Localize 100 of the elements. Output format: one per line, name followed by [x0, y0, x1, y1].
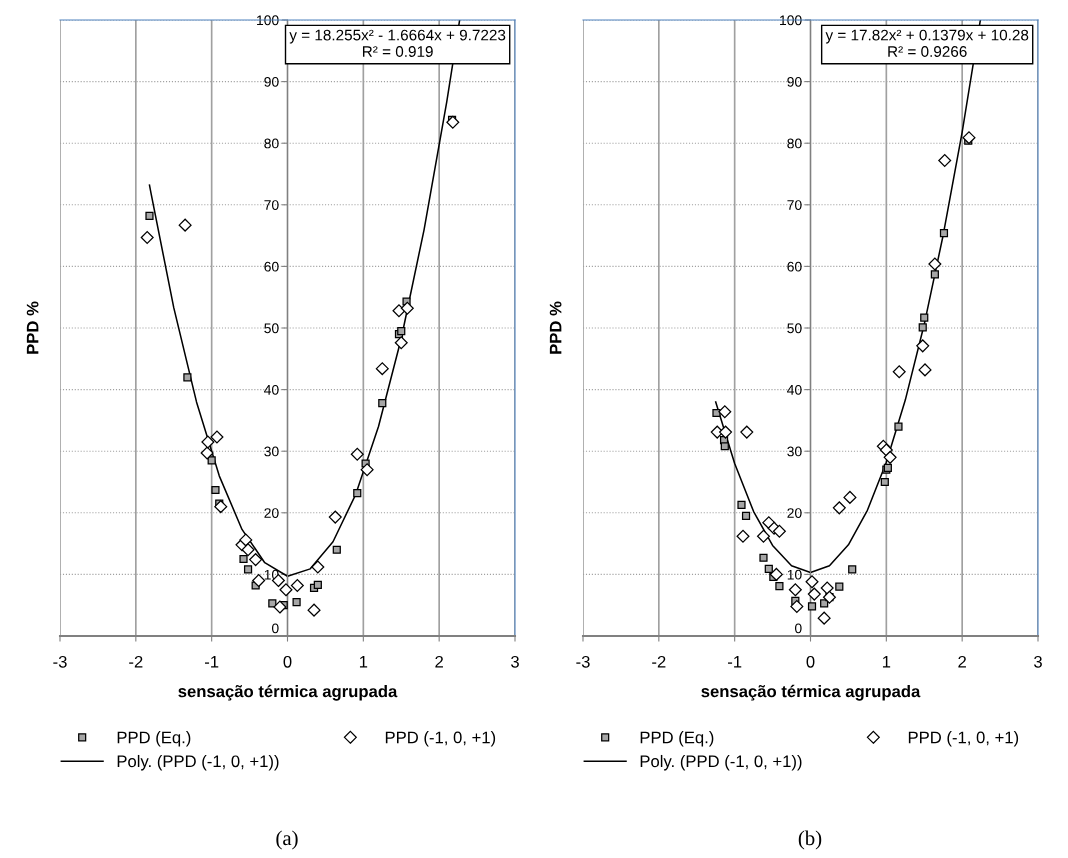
point: [241, 543, 255, 557]
y-axis-title: PPD %: [549, 301, 562, 354]
point: [918, 363, 932, 377]
text: (a): [276, 830, 298, 850]
x-tick-label: 1: [359, 656, 368, 668]
point: [883, 450, 897, 464]
y-tick-label: 20: [264, 508, 279, 518]
y-tick-label: 70: [787, 200, 802, 210]
point: [843, 490, 857, 504]
annotation: y = 17.82x² + 0.1379x + 10.28 R² = 0.9266: [825, 29, 1029, 57]
point: [249, 553, 263, 567]
point: [928, 257, 942, 271]
point: [378, 399, 387, 408]
legend-label: PPD (-1, 0, +1): [385, 731, 496, 747]
x-tick-label: 3: [511, 655, 519, 668]
x-axis-title: sensação térmica agrupada: [178, 684, 398, 701]
text: (b): [798, 830, 822, 850]
y-tick-label: 30: [264, 446, 279, 457]
x-tick-label: 2: [435, 655, 443, 668]
point: [916, 339, 930, 353]
y-tick-label: 0: [794, 623, 802, 634]
point: [740, 425, 754, 439]
x-tick-label: -1: [728, 656, 742, 668]
x-tick-label: 3: [1034, 655, 1042, 668]
x-axis-title: sensação térmica agrupada: [701, 684, 921, 701]
point: [313, 580, 322, 589]
y-tick-label: 50: [264, 323, 279, 334]
point: [741, 511, 751, 520]
point: [920, 313, 929, 322]
x-tick-label: -2: [129, 655, 143, 668]
point: [279, 583, 293, 597]
point: [918, 323, 927, 332]
point: [772, 524, 786, 538]
point: [820, 581, 834, 595]
point: [400, 301, 414, 315]
point: [894, 422, 903, 431]
legend-label: Poly. (PPD (-1, 0, +1)): [117, 754, 279, 771]
point: [183, 373, 192, 382]
y-tick-label: 50: [787, 323, 802, 334]
x-tick-label: -1: [205, 656, 219, 668]
point: [214, 500, 228, 514]
point: [239, 533, 253, 547]
x-tick-label: -3: [53, 655, 67, 668]
y-tick-label: 60: [787, 261, 802, 272]
point: [832, 501, 846, 515]
point: [807, 587, 821, 601]
point: [835, 582, 844, 591]
annotation: y = 18.255x² - 1.6664x + 9.7223 R² = 0.919: [289, 29, 506, 57]
point: [879, 443, 893, 457]
point: [201, 435, 215, 449]
legend-label: Poly. (PPD (-1, 0, +1)): [640, 754, 802, 771]
point: [311, 560, 325, 574]
point: [243, 565, 253, 574]
point: [938, 153, 952, 167]
point: [807, 602, 817, 611]
x-tick-label: -2: [652, 655, 666, 668]
point: [737, 500, 746, 509]
y-tick-label: 70: [264, 200, 279, 210]
point: [394, 336, 408, 350]
point: [292, 598, 301, 607]
point: [178, 218, 192, 232]
x-tick-label: 2: [958, 655, 966, 668]
point: [268, 599, 277, 608]
point: [239, 554, 248, 564]
point: [328, 510, 342, 524]
y-tick-label: 10: [787, 569, 802, 580]
point: [397, 326, 406, 336]
point: [307, 603, 321, 617]
y-tick-label: 80: [264, 138, 279, 149]
point: [392, 304, 406, 318]
y-tick-label: 60: [264, 261, 279, 272]
point: [892, 365, 906, 379]
legend-label: PPD (-1, 0, +1): [908, 731, 1019, 747]
point: [939, 229, 949, 238]
point: [759, 553, 768, 562]
point: [712, 408, 721, 418]
point: [848, 565, 857, 574]
point: [930, 270, 939, 279]
point: [252, 574, 266, 588]
point: [736, 529, 750, 543]
point: [718, 405, 732, 419]
point: [145, 211, 154, 220]
y-tick-label: 30: [787, 446, 802, 457]
y-tick-label: 100: [780, 15, 802, 26]
point: [200, 446, 214, 460]
point: [764, 564, 773, 573]
point: [817, 611, 831, 625]
point: [360, 463, 374, 477]
y-tick-label: 80: [787, 138, 802, 149]
point: [720, 442, 729, 451]
point: [290, 578, 304, 593]
point: [719, 425, 733, 439]
point: [375, 362, 389, 376]
point: [210, 430, 224, 444]
point: [350, 447, 364, 461]
point: [880, 477, 889, 487]
point: [332, 545, 341, 554]
y-tick-label: 40: [787, 384, 802, 395]
point: [273, 600, 287, 614]
x-tick-label: -3: [576, 655, 590, 668]
